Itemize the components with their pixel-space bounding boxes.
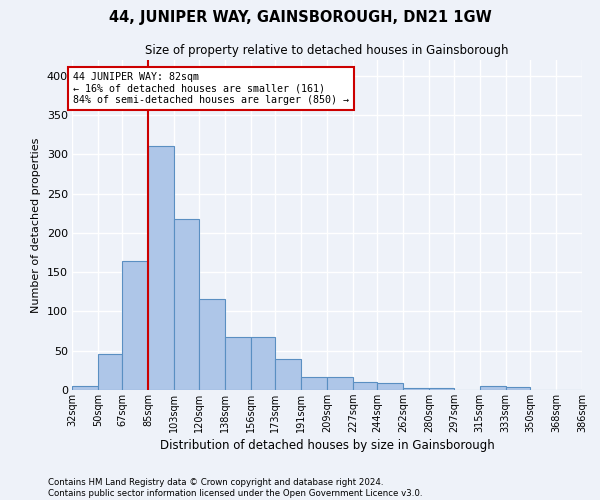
Bar — [353, 382, 377, 390]
Bar — [148, 146, 174, 390]
X-axis label: Distribution of detached houses by size in Gainsborough: Distribution of detached houses by size … — [160, 439, 494, 452]
Y-axis label: Number of detached properties: Number of detached properties — [31, 138, 41, 312]
Bar — [480, 386, 506, 390]
Bar — [98, 354, 122, 390]
Bar — [377, 383, 403, 390]
Text: Contains HM Land Registry data © Crown copyright and database right 2024.
Contai: Contains HM Land Registry data © Crown c… — [48, 478, 422, 498]
Bar — [199, 299, 225, 390]
Bar — [327, 376, 353, 390]
Bar — [225, 336, 251, 390]
Bar — [275, 360, 301, 390]
Text: 44, JUNIPER WAY, GAINSBOROUGH, DN21 1GW: 44, JUNIPER WAY, GAINSBOROUGH, DN21 1GW — [109, 10, 491, 25]
Bar — [403, 388, 429, 390]
Bar — [174, 220, 199, 390]
Bar — [72, 386, 98, 390]
Title: Size of property relative to detached houses in Gainsborough: Size of property relative to detached ho… — [145, 44, 509, 58]
Bar — [429, 388, 454, 390]
Text: 44 JUNIPER WAY: 82sqm
← 16% of detached houses are smaller (161)
84% of semi-det: 44 JUNIPER WAY: 82sqm ← 16% of detached … — [73, 72, 349, 105]
Bar — [506, 387, 530, 390]
Bar — [122, 261, 148, 390]
Bar — [301, 376, 327, 390]
Bar — [251, 336, 275, 390]
